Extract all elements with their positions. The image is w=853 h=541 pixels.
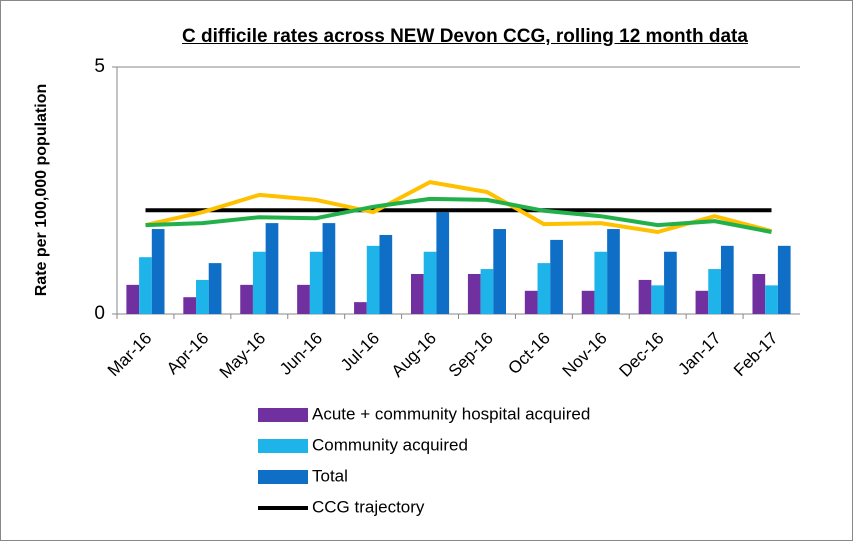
bar bbox=[594, 251, 608, 314]
bar bbox=[720, 245, 734, 314]
y-tick-label: 0 bbox=[94, 303, 105, 324]
y-tick-label: 5 bbox=[94, 56, 105, 77]
bar bbox=[524, 290, 538, 314]
bar bbox=[151, 229, 165, 314]
x-tick-label: Dec-16 bbox=[616, 329, 668, 381]
bar bbox=[777, 245, 791, 314]
bar bbox=[322, 223, 336, 314]
bar bbox=[664, 251, 677, 314]
bar bbox=[297, 284, 310, 314]
x-tick-label: Jun-16 bbox=[276, 329, 326, 379]
x-tick-label: Sep-16 bbox=[445, 329, 497, 381]
legend-swatch bbox=[258, 439, 308, 453]
bar bbox=[651, 285, 665, 314]
bar bbox=[423, 251, 437, 314]
bar bbox=[240, 284, 253, 314]
bar bbox=[607, 229, 620, 314]
bar bbox=[708, 269, 721, 314]
x-tick-label: May-16 bbox=[216, 329, 270, 383]
bar bbox=[208, 263, 222, 314]
bar bbox=[581, 290, 595, 314]
bar bbox=[695, 290, 709, 314]
bar bbox=[366, 245, 380, 314]
bar bbox=[765, 285, 778, 314]
bar bbox=[309, 251, 323, 314]
chart-title: C difficile rates across NEW Devon CCG, … bbox=[182, 26, 748, 47]
bar bbox=[410, 273, 424, 314]
legend-label: Total bbox=[312, 466, 348, 485]
legend-swatch bbox=[258, 470, 308, 484]
bar bbox=[752, 273, 766, 314]
bar bbox=[467, 273, 481, 314]
bar bbox=[493, 229, 507, 314]
x-tick-label: Oct-16 bbox=[504, 329, 554, 379]
bar bbox=[379, 234, 393, 314]
line-series bbox=[145, 180, 773, 234]
legend-label: Acute + community hospital acquired bbox=[312, 404, 590, 423]
x-tick-label: Nov-16 bbox=[559, 329, 611, 381]
bar bbox=[354, 302, 367, 314]
bar bbox=[139, 257, 152, 314]
legend-label: Community acquired bbox=[312, 435, 468, 454]
x-tick-label: Jan-17 bbox=[674, 329, 724, 379]
y-axis-label: Rate per 100,000 population bbox=[33, 84, 50, 297]
legend-label: CCG trajectory bbox=[312, 497, 425, 516]
bar bbox=[436, 212, 450, 314]
x-tick-label: Jul-16 bbox=[337, 329, 383, 375]
bar bbox=[550, 239, 563, 314]
x-tick-label: Apr-16 bbox=[163, 329, 213, 379]
bar bbox=[265, 223, 279, 314]
x-tick-label: Feb-17 bbox=[730, 329, 782, 381]
line-series bbox=[145, 196, 772, 234]
bar bbox=[196, 279, 209, 314]
bar bbox=[183, 297, 197, 314]
legend-swatch bbox=[258, 408, 308, 422]
bar bbox=[252, 251, 266, 314]
bar bbox=[480, 269, 494, 314]
x-tick-label: Aug-16 bbox=[388, 329, 440, 381]
x-tick-label: Mar-16 bbox=[104, 329, 156, 381]
bar bbox=[126, 284, 140, 314]
bar bbox=[638, 279, 652, 314]
bar bbox=[537, 263, 551, 314]
